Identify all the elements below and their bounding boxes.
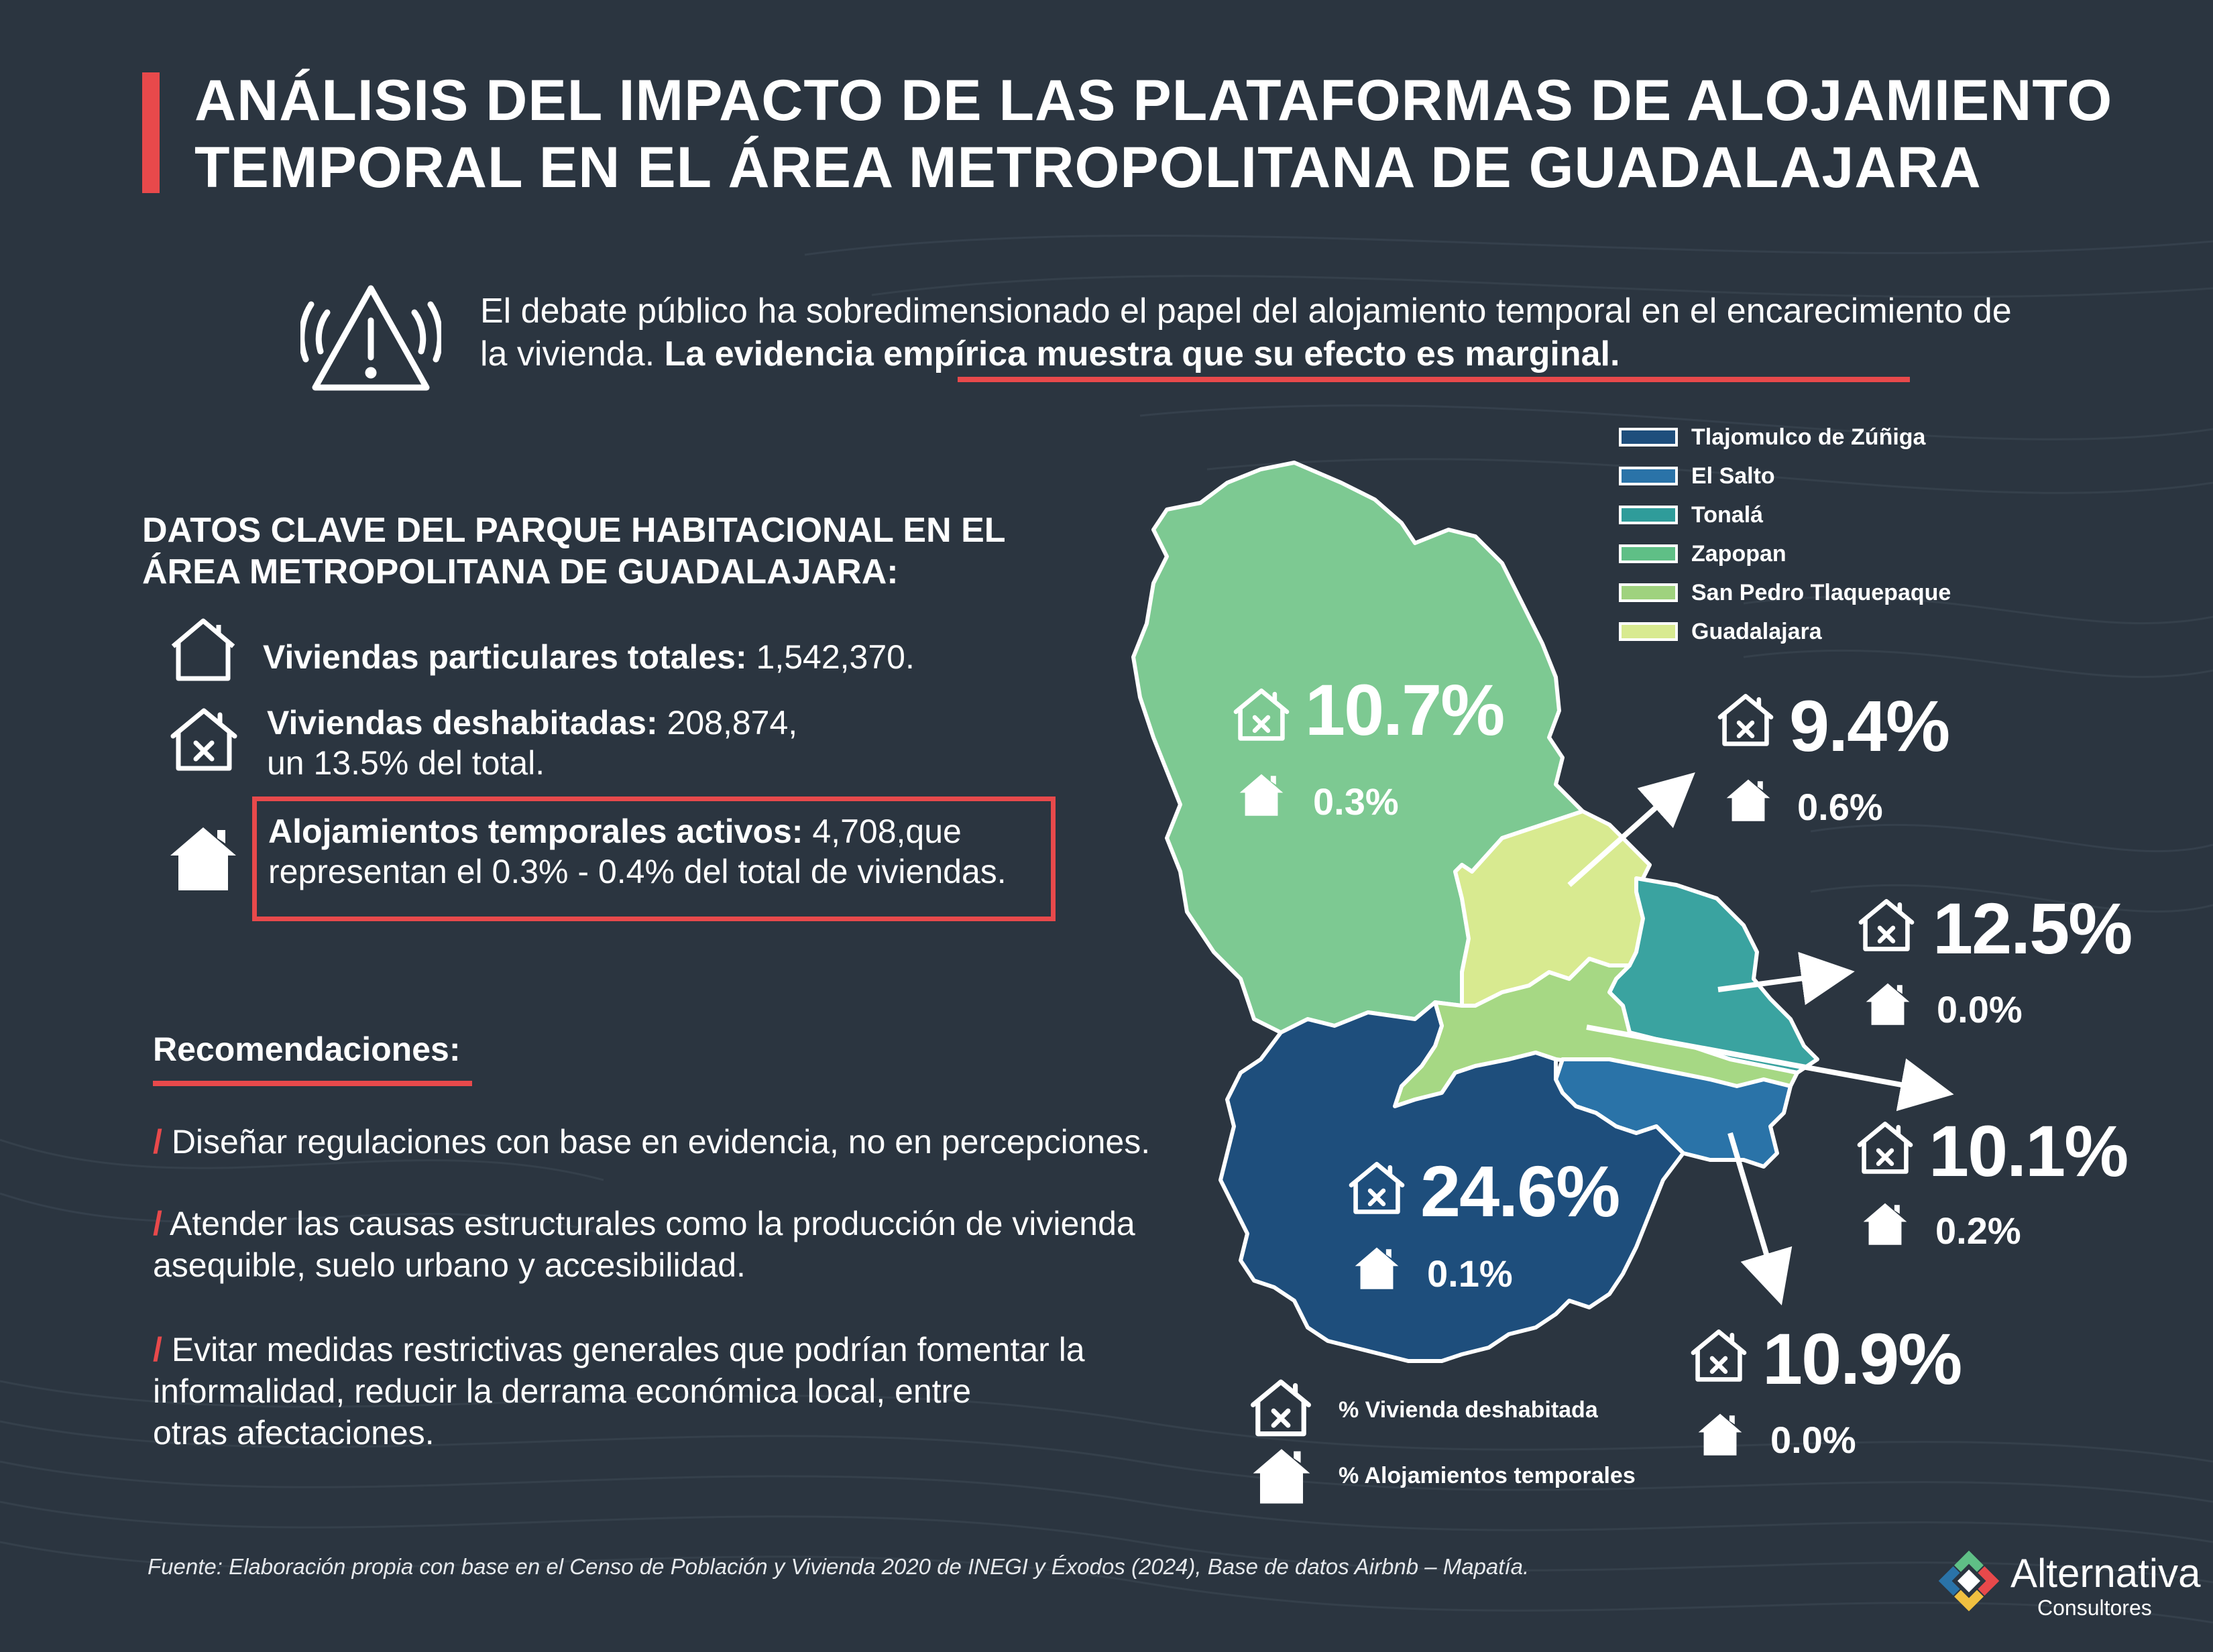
warning-alert-icon <box>300 285 441 391</box>
stat-total-dwellings: Viviendas particulares totales: 1,542,37… <box>263 637 915 677</box>
stat-vacant-extra: un 13.5% del total. <box>267 744 545 782</box>
stat-temporary-extra: representan el 0.3% - 0.4% del total de … <box>268 853 1007 890</box>
arrow-el-salto <box>1727 1132 1793 1305</box>
house-filled-icon <box>1866 983 1910 1025</box>
tonala-vacant-pct: 12.5% <box>1933 888 2133 969</box>
house-filled-icon <box>1355 1247 1399 1289</box>
vacant-house-icon <box>1251 1379 1311 1437</box>
legend-swatch <box>1619 544 1678 563</box>
page-title: ANÁLISIS DEL IMPACTO DE LAS PLATAFORMAS … <box>194 68 2113 200</box>
legend-swatch <box>1619 622 1678 641</box>
vacant-house-icon <box>170 708 237 771</box>
logo-subtitle: Consultores <box>2037 1596 2152 1620</box>
vacant-house-icon <box>1858 898 1915 951</box>
slash-bullet: / <box>153 1331 162 1368</box>
house-filled-icon <box>1863 1203 1907 1245</box>
house-filled-icon <box>1726 779 1770 821</box>
stat-temporary-value: 4,708,que <box>812 813 962 850</box>
vacant-house-icon <box>1717 693 1774 746</box>
logo-name: Alternativa <box>2010 1551 2201 1596</box>
arrow-tonala <box>1717 951 1855 1006</box>
stat-temporary-label: Alojamientos temporales activos: <box>268 813 803 850</box>
vacant-house-icon <box>1233 688 1290 741</box>
legend-swatch <box>1619 583 1678 602</box>
tlajomulco-temporary-pct: 0.1% <box>1427 1252 1513 1295</box>
recommendation-item: / Diseñar regulaciones con base en evide… <box>153 1123 1151 1161</box>
highlight-box <box>252 796 1056 921</box>
el-salto-temporary-pct: 0.0% <box>1770 1419 1856 1461</box>
tonala-temporary-pct: 0.0% <box>1937 988 2023 1030</box>
stat-total-value: 1,542,370. <box>756 638 915 676</box>
map-key-temporary: % Alojamientos temporales <box>1339 1463 1636 1488</box>
house-filled-icon <box>1253 1449 1310 1504</box>
tlajomulco-vacant-pct: 24.6% <box>1420 1150 1620 1232</box>
source-footnote: Fuente: Elaboración propia con base en e… <box>148 1554 1530 1579</box>
vacant-house-icon <box>1857 1121 1913 1174</box>
stat-vacant-dwellings: Viviendas deshabitadas: 208,874, un 13.5… <box>267 703 938 783</box>
company-logo: Alternativa Consultores <box>1937 1546 2200 1627</box>
intro-emphasis-underline <box>958 377 1910 382</box>
arrow-tlaquepaque <box>1586 1024 1954 1112</box>
title-accent-bar <box>142 72 160 193</box>
recommendations-underline <box>153 1081 472 1086</box>
intro-emphasis: La evidencia empírica muestra que su efe… <box>664 335 1620 373</box>
guadalajara-temporary-pct: 0.6% <box>1797 786 1883 828</box>
arrow-guadalajara <box>1567 772 1695 887</box>
legend-swatch <box>1619 467 1678 485</box>
house-filled-icon <box>170 827 236 890</box>
recommendation-item: / Evitar medidas restrictivas generales … <box>153 1331 1085 1452</box>
recommendations-title: Recomendaciones: <box>153 1030 461 1068</box>
tlaquepaque-temporary-pct: 0.2% <box>1935 1210 2021 1252</box>
tlaquepaque-vacant-pct: 10.1% <box>1929 1110 2129 1191</box>
key-data-title: DATOS CLAVE DEL PARQUE HABITACIONAL EN E… <box>142 511 1005 591</box>
slash-bullet: / <box>153 1205 162 1242</box>
zapopan-vacant-pct: 10.7% <box>1305 669 1505 750</box>
vacant-house-icon <box>1691 1329 1747 1382</box>
guadalajara-vacant-pct: 9.4% <box>1789 685 1950 766</box>
vacant-house-icon <box>1349 1161 1405 1214</box>
slash-bullet: / <box>153 1123 162 1161</box>
house-filled-icon <box>1698 1413 1742 1456</box>
stat-vacant-label: Viviendas deshabitadas: <box>267 704 658 742</box>
stat-total-label: Viviendas particulares totales: <box>263 638 747 676</box>
el-salto-vacant-pct: 10.9% <box>1762 1318 1962 1399</box>
intro-text: El debate público ha sobredimensionado e… <box>480 290 2023 375</box>
house-filled-icon <box>1239 774 1284 816</box>
recommendation-item: / Atender las causas estructurales como … <box>153 1205 1135 1284</box>
legend-swatch <box>1619 506 1678 524</box>
intro-statement: El debate público ha sobredimensionado e… <box>480 292 2012 373</box>
legend-swatch <box>1619 428 1678 447</box>
stat-vacant-value: 208,874, <box>667 704 798 742</box>
zapopan-temporary-pct: 0.3% <box>1313 780 1399 823</box>
stat-temporary-lodging: Alojamientos temporales activos: 4,708,q… <box>268 811 1046 892</box>
map-key-vacant: % Vivienda deshabitada <box>1339 1397 1598 1423</box>
region-tlajomulco <box>1218 1000 1685 1363</box>
house-outline-icon <box>171 618 235 681</box>
logo-diamond-icon <box>1938 1550 2000 1612</box>
